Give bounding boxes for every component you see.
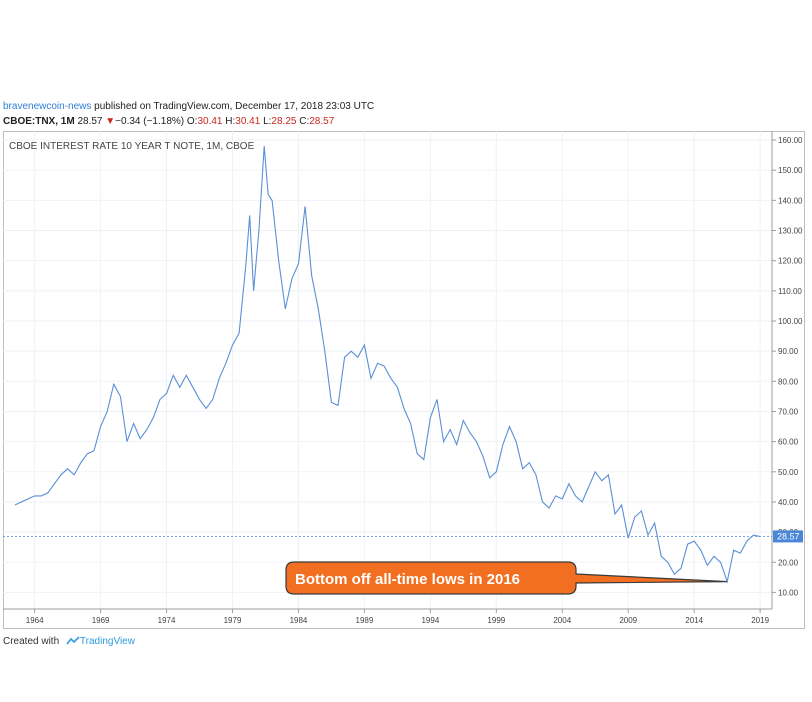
annotation-callout: Bottom off all-time lows in 2016 [285, 561, 728, 595]
change-value: −0.34 (−1.18%) [115, 116, 185, 127]
y-tick-label: 110.00 [778, 287, 802, 296]
chart-title: CBOE INTEREST RATE 10 YEAR T NOTE, 1M, C… [9, 141, 255, 152]
y-tick-label: 150.00 [778, 166, 803, 175]
y-tick-label: 10.00 [778, 588, 799, 597]
y-tick-label: 120.00 [778, 257, 803, 266]
annotation-bubble [285, 561, 728, 595]
y-tick-label: 130.00 [778, 227, 803, 236]
author-link[interactable]: bravenewcoin-news [3, 101, 92, 112]
y-tick-label: 140.00 [778, 196, 803, 205]
x-tick-label: 1964 [26, 616, 44, 625]
y-tick-label: 160.00 [778, 136, 803, 145]
down-triangle-icon: ▼ [105, 116, 116, 127]
low-label: L: [263, 116, 272, 127]
x-tick-label: 1994 [421, 616, 439, 625]
x-tick-label: 1979 [224, 616, 242, 625]
x-tick-label: 2014 [685, 616, 703, 625]
last-price-tag: 28.57 [773, 530, 803, 543]
x-tick-label: 1969 [92, 616, 110, 625]
y-tick-label: 90.00 [778, 347, 799, 356]
created-with-label: Created with [3, 636, 60, 647]
y-tick-label: 20.00 [778, 558, 799, 567]
open-label: O: [186, 116, 198, 127]
x-axis: 1964 1969 1974 1979 1984 1989 1994 1999 2004 2009… [3, 608, 772, 625]
published-text: published on TradingView.com, December 1… [91, 101, 375, 112]
close-value: 28.57 [309, 116, 335, 127]
price-chart[interactable]: 10.0020.0030.0040.0050.0060.0070.0080.00… [3, 131, 805, 629]
x-tick-label: 1974 [158, 616, 176, 625]
y-tick-label: 80.00 [778, 377, 799, 386]
last-price-tag-box [773, 530, 803, 543]
last-price-tag-text: 28.57 [777, 531, 800, 541]
high-label: H: [225, 116, 236, 127]
series-line-tnx [14, 146, 760, 584]
y-tick-label: 40.00 [778, 498, 799, 507]
quote-line: CBOE:TNX, 1M 28.57 ▼−0.34 (−1.18%) O:30.… [3, 116, 334, 127]
y-tick-label: 70.00 [778, 407, 799, 416]
close-label: C: [299, 116, 310, 127]
y-tick-label: 100.00 [778, 317, 803, 326]
x-tick-label: 2004 [553, 616, 571, 625]
open-value: 30.41 [197, 116, 223, 127]
annotation-text: Bottom off all-time lows in 2016 [295, 571, 520, 588]
last-price: 28.57 [77, 116, 103, 127]
footer: Created with TradingView [3, 636, 135, 647]
x-tick-label: 2009 [619, 616, 637, 625]
low-value: 28.25 [271, 116, 297, 127]
x-tick-label: 1989 [356, 616, 374, 625]
publication-line: bravenewcoin-news published on TradingVi… [3, 101, 374, 112]
tradingview-logo-icon [66, 636, 80, 645]
tradingview-brand[interactable]: TradingView [79, 636, 135, 647]
high-value: 30.41 [235, 116, 261, 127]
x-tick-label: 1984 [290, 616, 308, 625]
grid-lines [3, 131, 772, 609]
symbol-label: CBOE:TNX, 1M [3, 116, 75, 127]
x-tick-label: 2019 [751, 616, 769, 625]
y-tick-label: 60.00 [778, 438, 799, 447]
x-tick-label: 1999 [487, 616, 505, 625]
y-tick-label: 50.00 [778, 468, 799, 477]
y-axis: 10.0020.0030.0040.0050.0060.0070.0080.00… [771, 131, 803, 609]
chart-frame [3, 131, 805, 629]
